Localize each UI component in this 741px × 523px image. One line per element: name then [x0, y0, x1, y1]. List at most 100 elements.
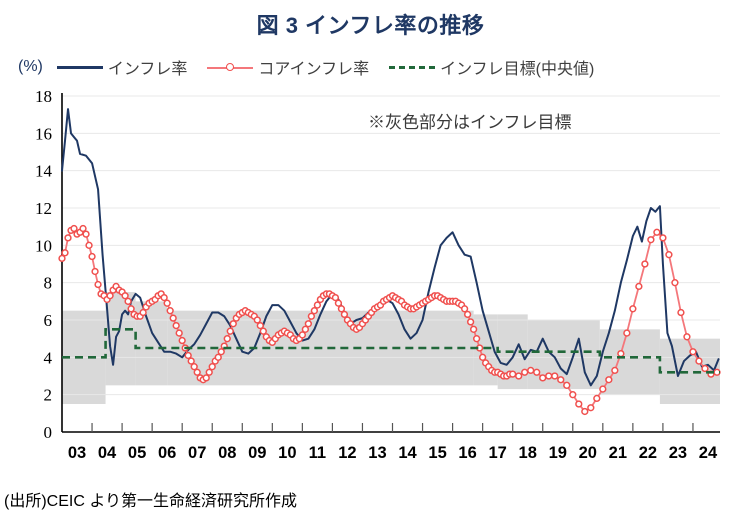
x-tick-label: 06 [158, 444, 176, 462]
series-marker-core [659, 234, 667, 242]
series-marker-core [466, 318, 475, 326]
x-tick-label: 22 [639, 444, 657, 462]
series-marker-core [124, 297, 132, 305]
x-tick-label: 13 [368, 444, 386, 462]
x-tick-label: 23 [669, 444, 687, 462]
series-marker-core [677, 308, 685, 317]
x-tick-label: 11 [309, 444, 326, 462]
series-marker-core [509, 370, 517, 378]
series-marker-core [331, 293, 340, 302]
series-marker-core [187, 357, 195, 365]
series-marker-core [70, 224, 78, 233]
x-tick-label: 03 [68, 444, 86, 462]
x-tick-label: 07 [188, 444, 206, 462]
series-marker-core [653, 228, 661, 236]
y-tick-label: 8 [44, 274, 53, 293]
x-tick-label: 09 [248, 444, 266, 462]
series-2 [58, 224, 721, 416]
legend-label-core: コアインフレ率 [258, 61, 370, 78]
legend-marker-icon-core [207, 60, 254, 74]
series-marker-core [166, 307, 174, 315]
chart-plot-area: 0 2 4 6 8 10 12 14 16 18 03 04 05 06 07 08 09 10 11 12 13 14 1… [0, 84, 741, 474]
series-marker-core [85, 241, 93, 249]
series-marker-core [557, 376, 565, 384]
y-tick-label: 4 [44, 348, 53, 367]
x-tick-label: 24 [699, 444, 718, 462]
x-tick-label: 17 [488, 444, 506, 462]
series-marker-core [551, 372, 559, 380]
series-marker-core [217, 348, 225, 356]
series-marker-core [334, 299, 343, 307]
series-marker-core [307, 312, 316, 320]
x-tick-label: 21 [609, 444, 627, 462]
y-tick-label: 14 [35, 162, 53, 181]
legend-line-icon-inflation [56, 60, 103, 74]
series-marker-core [193, 368, 201, 376]
series-marker-core [304, 320, 313, 328]
series-marker-core [79, 224, 87, 233]
legend-label-target: インフレ目標(中央値) [440, 61, 595, 78]
series-marker-core [169, 314, 177, 322]
x-tick-label: 20 [579, 444, 597, 462]
series-marker-core [611, 366, 619, 375]
source-note: (出所)CEIC より第一生命経済研究所作成 [4, 493, 298, 510]
y-tick-label: 16 [35, 124, 52, 143]
x-tick-label: 15 [428, 444, 446, 462]
series-marker-core [463, 310, 472, 319]
series-marker-core [671, 279, 679, 287]
series-marker-core [64, 234, 72, 242]
series-marker-core [301, 325, 310, 333]
series-marker-core [298, 331, 307, 339]
series-marker-core [478, 353, 487, 361]
y-tick-label: 2 [44, 386, 53, 405]
series-marker-core [106, 292, 114, 300]
series-marker-core [569, 391, 577, 399]
series-marker-core [460, 305, 469, 313]
series-marker-core [515, 372, 523, 380]
y-tick-label: 0 [44, 423, 53, 442]
series-marker-core [178, 336, 186, 345]
series-marker-core [94, 280, 102, 289]
x-tick-label: 14 [398, 444, 417, 462]
series-marker-core [139, 308, 147, 317]
series-marker-core [527, 366, 535, 375]
series-marker-core [701, 364, 709, 373]
series-marker-core [647, 236, 655, 244]
series-marker-core [256, 321, 264, 330]
series-marker-core [593, 394, 601, 403]
series-marker-core [61, 249, 69, 257]
series-marker-core [545, 372, 553, 380]
target-band-segment [599, 329, 660, 395]
series-marker-core [310, 307, 319, 315]
series-marker-core [205, 368, 213, 376]
series-marker-core [521, 368, 529, 376]
y-tick-label: 12 [35, 199, 52, 218]
x-tick-label: 16 [458, 444, 476, 462]
series-marker-core [635, 282, 643, 291]
x-tick-labels: 03 04 05 06 07 08 09 10 11 12 13 14 15 16 17 18 19 20 21 22… [68, 423, 718, 462]
series-marker-core [575, 400, 583, 408]
series-marker-core [623, 329, 631, 337]
series-marker-core [587, 404, 595, 412]
x-tick-label: 08 [218, 444, 236, 462]
y-tick-label: 18 [35, 87, 52, 106]
series-marker-core [58, 254, 66, 263]
series-marker-core [259, 327, 267, 335]
series-marker-core [581, 407, 589, 416]
series-marker-core [689, 348, 697, 356]
series-marker-core [175, 329, 183, 337]
series-marker-core [226, 327, 234, 335]
series-marker-core [539, 374, 547, 382]
series-marker-core [683, 333, 691, 341]
series-marker-core [340, 310, 349, 319]
series-marker-core [202, 374, 210, 382]
series-marker-core [665, 251, 673, 259]
x-tick-label: 12 [338, 444, 356, 462]
y-tick-label: 6 [44, 311, 53, 330]
x-tick-label: 19 [549, 444, 567, 462]
legend-item-inflation: インフレ率 [56, 55, 187, 79]
series-marker-core [695, 357, 703, 365]
page-title: 図 3 インフレ率の推移 [256, 13, 485, 38]
